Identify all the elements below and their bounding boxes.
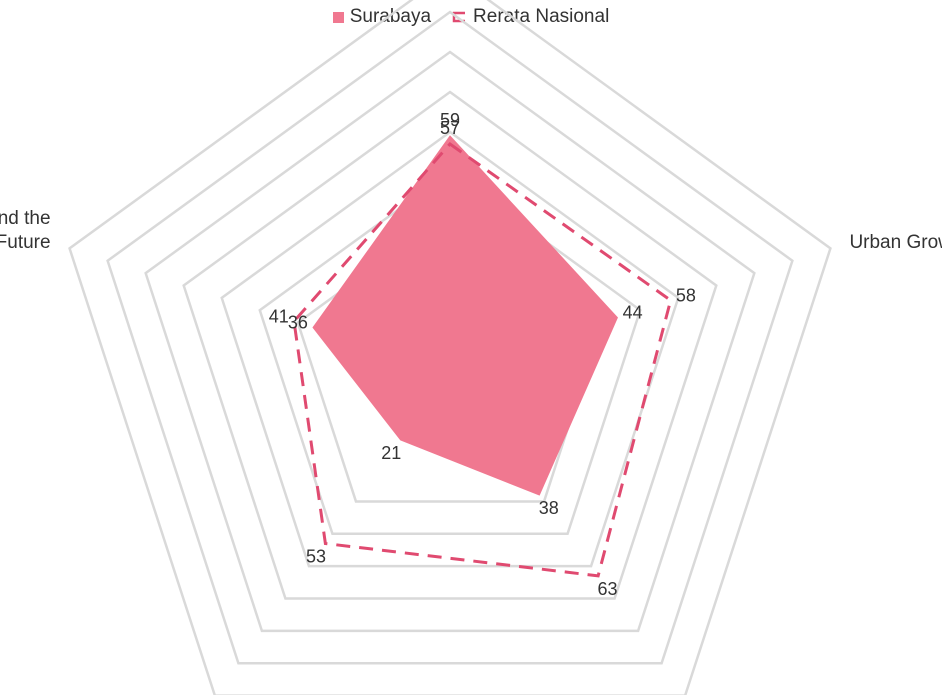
data-label-surabaya: 36 bbox=[288, 313, 308, 333]
grid-ring bbox=[182, 90, 718, 600]
grid-ring bbox=[220, 130, 680, 568]
data-label-rerata: 57 bbox=[440, 118, 460, 138]
legend-label-rerata: Rerata Nasional bbox=[473, 6, 610, 27]
grid-ring bbox=[258, 170, 642, 536]
data-label-surabaya: 59 bbox=[440, 110, 460, 130]
data-label-rerata: 53 bbox=[306, 546, 326, 566]
grid-ring bbox=[106, 10, 794, 665]
data-label-rerata: 58 bbox=[676, 285, 696, 305]
series-area-surabaya bbox=[312, 135, 618, 496]
legend-swatch-surabaya bbox=[332, 11, 344, 23]
data-label-surabaya: 44 bbox=[623, 303, 643, 323]
data-label-rerata: 41 bbox=[269, 306, 289, 326]
legend-item-rerata: Rerata Nasional bbox=[451, 6, 609, 28]
data-label-surabaya: 21 bbox=[381, 443, 401, 463]
grid-ring bbox=[68, 0, 832, 695]
grid-ring bbox=[144, 50, 756, 633]
data-label-rerata: 63 bbox=[598, 579, 618, 599]
data-label-surabaya: 38 bbox=[539, 498, 559, 518]
axis-label: Urban Growth bbox=[849, 232, 942, 253]
legend-swatch-rerata bbox=[452, 11, 466, 23]
series-line-rerata bbox=[292, 141, 673, 578]
